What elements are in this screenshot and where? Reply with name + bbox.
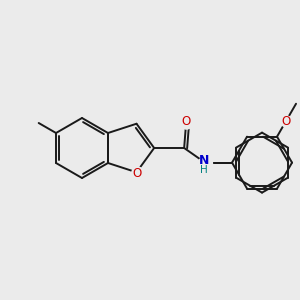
Text: H: H <box>200 165 208 175</box>
Text: O: O <box>182 115 191 128</box>
Text: O: O <box>281 115 291 128</box>
Text: O: O <box>132 167 141 180</box>
Text: N: N <box>199 154 209 167</box>
